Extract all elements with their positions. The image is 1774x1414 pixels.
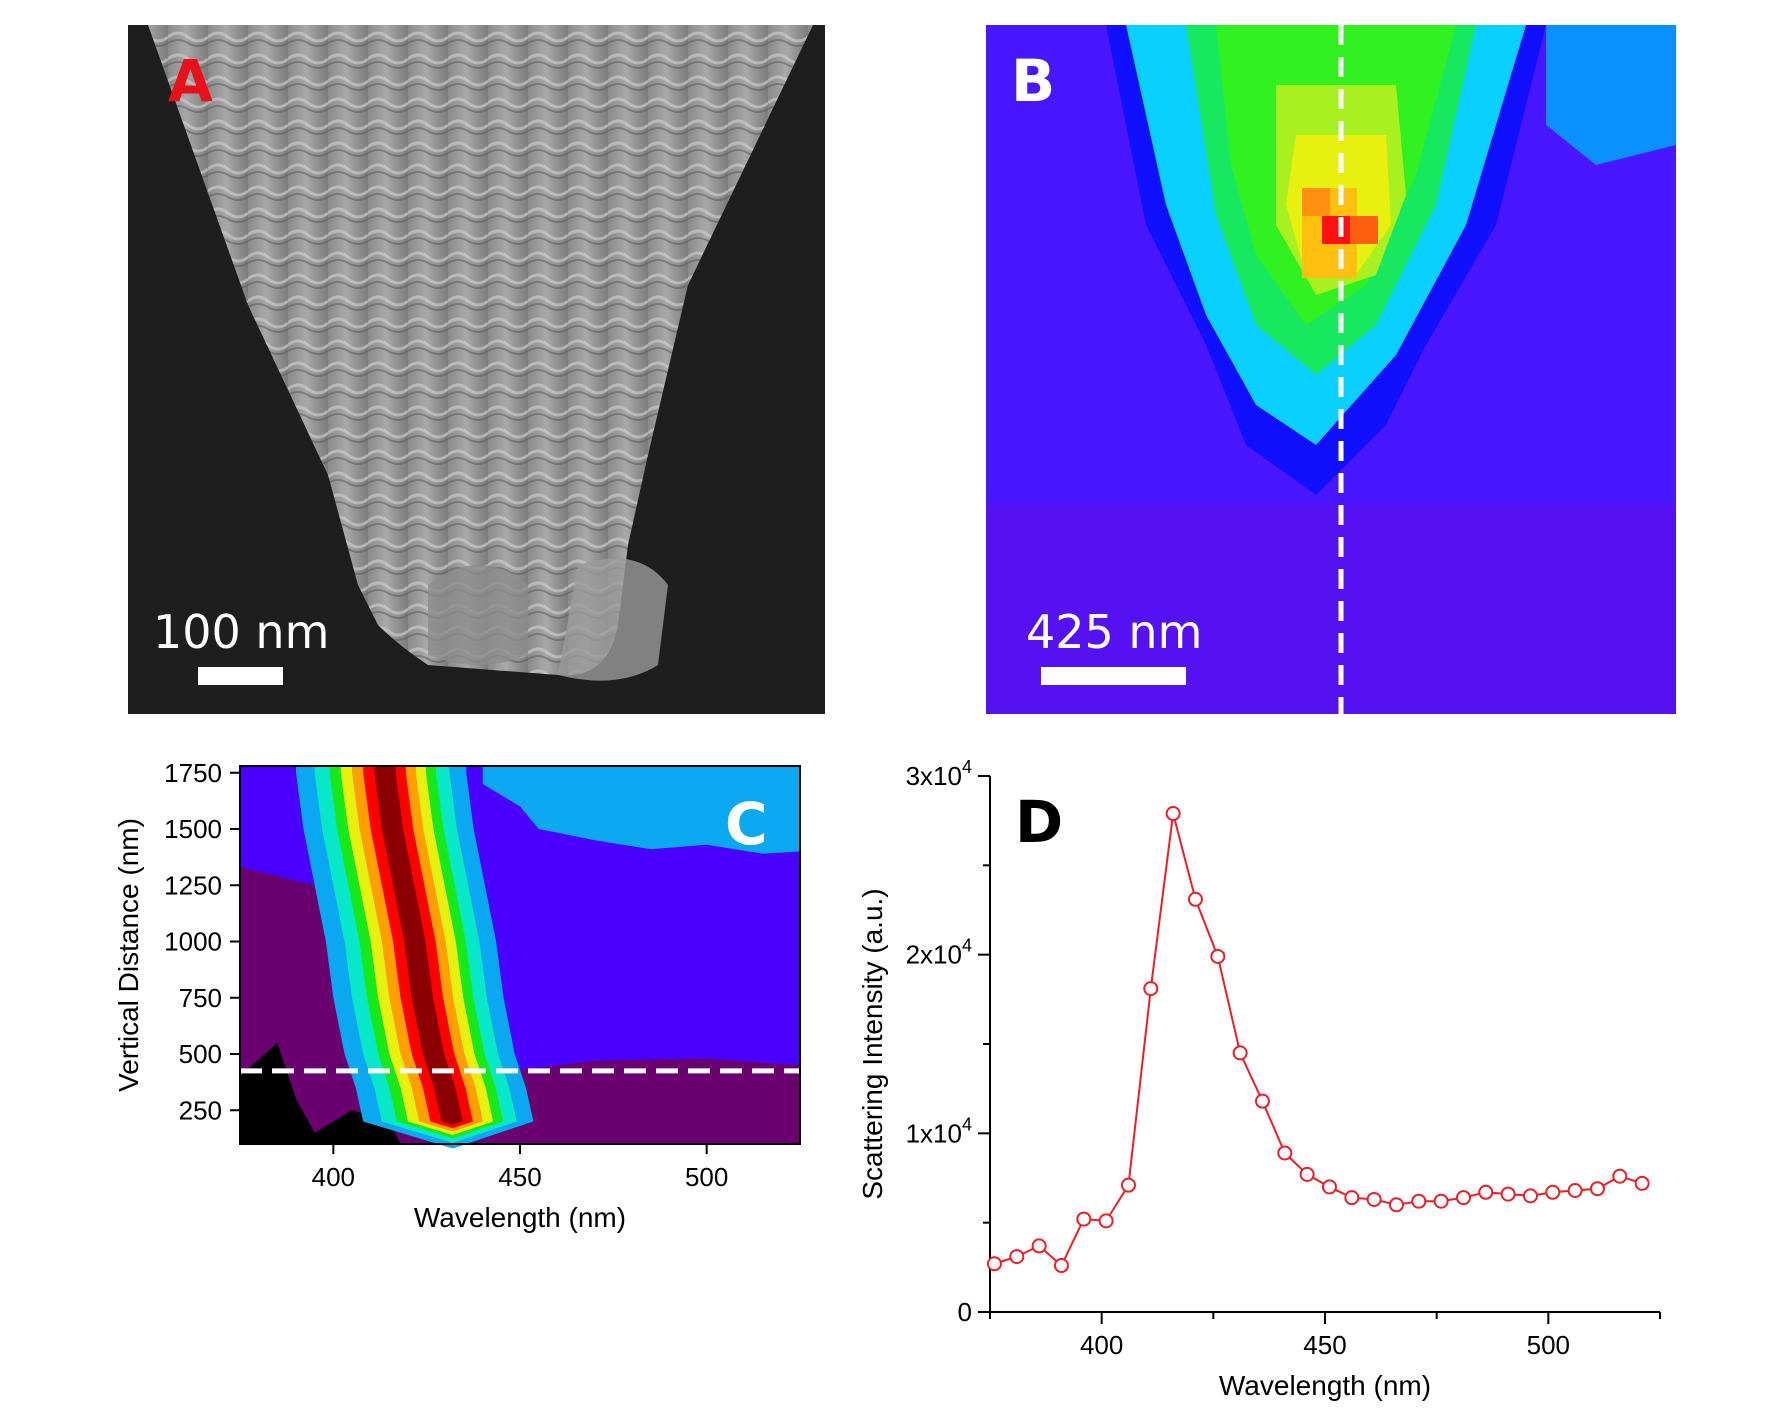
- spectrum-point: [1344, 1190, 1360, 1206]
- spectrum-point: [1165, 806, 1181, 822]
- spectrum-point: [1545, 1184, 1561, 1200]
- spectrum-point: [1098, 1213, 1114, 1229]
- spectrum-line: [994, 813, 1643, 1268]
- spectrum-point: [1009, 1249, 1025, 1265]
- y-tick-label: 750: [179, 983, 222, 1013]
- spectrum-point: [1076, 1211, 1092, 1227]
- y-tick-label: 2x104: [906, 936, 972, 970]
- spectrum-point: [1478, 1184, 1494, 1200]
- spectrum-point: [1500, 1186, 1516, 1202]
- spectrum-point: [1031, 1238, 1047, 1254]
- spectrum-point: [1589, 1181, 1605, 1197]
- contour-chart: 400 450 500 250 500 750 1000 1250 1500 1750 Wavele…: [113, 758, 801, 1233]
- x-tick-label: 500: [685, 1162, 728, 1192]
- y-tick-label: 1750: [164, 758, 222, 788]
- scale-bar: [198, 667, 283, 685]
- y-tick-label: 250: [179, 1095, 222, 1125]
- spectrum-point: [1522, 1188, 1538, 1204]
- contour-level-lightblue: [482, 766, 800, 854]
- spectrum-point: [1254, 1093, 1270, 1109]
- spectrum-point: [1433, 1193, 1449, 1209]
- spectrum-series: [986, 806, 1650, 1274]
- spectrum-axes: 400 450 500 0 1x104 2x104 3x104 Wavelength (nm)…: [857, 757, 1661, 1401]
- x-tick-label: 450: [498, 1162, 541, 1192]
- y-tick-label: 1250: [164, 870, 222, 900]
- spectrum-point: [1634, 1175, 1650, 1191]
- spectrum-chart: 400 450 500 0 1x104 2x104 3x104 Wavelength (nm)…: [857, 757, 1661, 1401]
- panel-letter: C: [725, 790, 768, 858]
- y-tick-label: 0: [958, 1297, 972, 1327]
- spectrum-point: [1567, 1183, 1583, 1199]
- panel-letter: D: [1015, 788, 1064, 856]
- spectrum-point: [1299, 1166, 1315, 1182]
- spectrum-point: [1321, 1179, 1337, 1195]
- spectrum-point: [1210, 948, 1226, 964]
- panel-b-scattering-map: B 425 nm: [986, 25, 1676, 714]
- tip-body: [148, 25, 813, 676]
- contour-axes: 400 450 500 250 500 750 1000 1250 1500 1750 Wavele…: [113, 758, 801, 1233]
- x-tick-label: 400: [1080, 1330, 1123, 1360]
- y-tick-label: 1000: [164, 927, 222, 957]
- panel-letter: A: [168, 47, 213, 115]
- x-tick-label: 450: [1303, 1330, 1346, 1360]
- spectrum-point: [1143, 981, 1159, 997]
- spectrum-point: [1120, 1177, 1136, 1193]
- spectrum-point: [1187, 891, 1203, 907]
- spectrum-point: [1411, 1193, 1427, 1209]
- contour-level-black: [240, 1042, 401, 1144]
- spectrum-point: [1053, 1258, 1069, 1274]
- panel-d-spectrum-chart: 400 450 500 0 1x104 2x104 3x104 Wavelength (nm)…: [840, 740, 1774, 1414]
- spectrum-point: [1388, 1197, 1404, 1213]
- y-tick-label: 500: [179, 1039, 222, 1069]
- panel-c-contour-chart: 400 450 500 250 500 750 1000 1250 1500 1750 Wavele…: [0, 740, 820, 1414]
- x-axis-label: Wavelength (nm): [414, 1202, 626, 1233]
- scale-bar-label: 100 nm: [153, 605, 330, 659]
- scattering-map-image: [986, 25, 1676, 714]
- scale-bar: [1041, 667, 1186, 685]
- y-tick-label: 3x104: [906, 757, 972, 791]
- y-tick-label: 1500: [164, 814, 222, 844]
- panel-letter: B: [1011, 47, 1056, 115]
- spectrum-point: [1455, 1190, 1471, 1206]
- spectrum-point: [986, 1256, 1002, 1272]
- y-axis-label: Scattering Intensity (a.u.): [857, 888, 888, 1199]
- scale-bar-label: 425 nm: [1026, 605, 1203, 659]
- x-tick-label: 400: [312, 1162, 355, 1192]
- contour-plot-area: [240, 766, 800, 1149]
- spectrum-point: [1366, 1191, 1382, 1207]
- spectrum-point: [1612, 1168, 1628, 1184]
- x-axis-label: Wavelength (nm): [1219, 1370, 1431, 1401]
- y-tick-label: 1x104: [906, 1114, 972, 1148]
- spectrum-point: [1232, 1045, 1248, 1061]
- sem-tip-image: [128, 25, 825, 714]
- spectrum-point: [1277, 1145, 1293, 1161]
- contour-ridge-band: [374, 766, 463, 1125]
- panel-a-sem-image: A 100 nm: [128, 25, 825, 714]
- y-axis-label: Vertical Distance (nm): [113, 818, 144, 1092]
- x-tick-label: 500: [1527, 1330, 1570, 1360]
